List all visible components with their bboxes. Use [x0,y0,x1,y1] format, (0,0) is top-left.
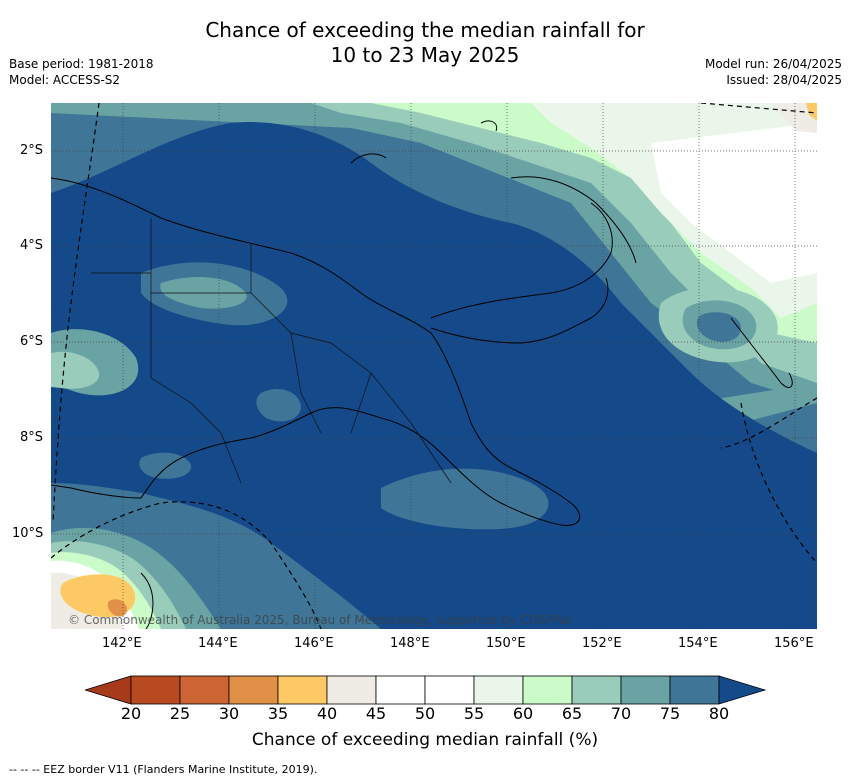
base-period: Base period: 1981-2018 [9,57,154,71]
colorbar-tick-label: 55 [463,704,485,723]
colorbar-cell [473,675,524,705]
eez-borders [51,103,817,629]
colorbar-tick-label: 25 [169,704,191,723]
metadata-left: Base period: 1981-2018 Model: ACCESS-S2 [9,56,154,88]
title-line-1: Chance of exceeding the median rainfall … [205,18,645,42]
metadata-right: Model run: 26/04/2025 Issued: 28/04/2025 [705,56,842,88]
lon-tick-154e: 154°E [678,636,718,651]
colorbar-tick-label: 75 [659,704,681,723]
colorbar-tick-label: 80 [708,704,730,723]
blue-pocket-papuan-peninsula [381,468,549,530]
graticule [51,103,817,629]
colorbar-cell [424,675,475,705]
lat-tick-4s: 4°S [20,238,44,253]
colorbar-cells [85,675,767,705]
colorbar-cell [522,675,573,705]
colorbar-tick-label: 70 [610,704,632,723]
blue-pocket-south [256,388,301,422]
colorbar-tick-label: 60 [512,704,534,723]
lon-tick-142e: 142°E [102,636,142,651]
model-run: Model run: 26/04/2025 [704,57,842,71]
lat-tick-8s: 8°S [20,430,44,445]
lon-tick-144e: 144°E [198,636,238,651]
colorbar-tick-label: 20 [120,704,142,723]
deep-blue-zone-central [51,122,817,629]
cape-york-coast [140,572,154,629]
east-blob-core [696,312,741,342]
bougainville-coast [730,317,793,388]
colorbar-cell [179,675,230,705]
map-title: Chance of exceeding the median rainfall … [0,18,850,68]
new-guinea-coast [51,177,581,526]
map-canvas [51,103,817,629]
copyright-notice: © Commonwealth of Australia 2025, Bureau… [68,613,574,627]
colorbar-cell [620,675,671,705]
colorbar-label: Chance of exceeding median rainfall (%) [251,730,599,750]
colorbar-cell [228,675,279,705]
colorbar-tick-label: 45 [365,704,387,723]
colorbar [85,675,767,705]
lon-tick-148e: 148°E [390,636,430,651]
colorbar-cell [669,675,720,705]
colorbar-tick-label: 50 [414,704,436,723]
dark-orange-zone-southwest [107,599,128,617]
lat-tick-2s: 2°S [20,143,44,158]
colorbar-tick-label: 40 [316,704,338,723]
lon-tick-146e: 146°E [294,636,334,651]
province-borders [91,218,452,484]
colorbar-arrow-low [85,675,132,705]
new-britain-coast-west [430,202,613,319]
manus-coast [350,153,387,164]
light-teal-zone-west [51,351,100,389]
island-north-coast [480,120,498,132]
eez-footnote: -- -- -- EEZ border V11 (Flanders Marine… [9,763,318,776]
white-zone-east [651,123,817,283]
issued-date: Issued: 28/04/2025 [726,73,842,87]
colorbar-cell [277,675,328,705]
colorbar-tick-label: 35 [267,704,289,723]
colorbar-tick-label: 65 [561,704,583,723]
colorbar-arrow-high [718,675,767,705]
colorbar-cell [571,675,622,705]
colorbar-cell [326,675,377,705]
coastlines [51,120,793,629]
colorbar-cell [130,675,181,705]
title-line-2: 10 to 23 May 2025 [330,43,520,67]
new-ireland-coast [510,176,637,264]
lon-tick-150e: 150°E [486,636,526,651]
lat-tick-6s: 6°S [20,334,44,349]
rainfall-map [51,103,817,629]
colorbar-tick-label: 30 [218,704,240,723]
colorbar-cell [375,675,426,705]
model-name: Model: ACCESS-S2 [9,73,121,87]
new-britain-coast-south [430,277,609,344]
lat-tick-10s: 10°S [12,526,44,541]
lon-tick-156e: 156°E [774,636,814,651]
lon-tick-152e: 152°E [582,636,622,651]
